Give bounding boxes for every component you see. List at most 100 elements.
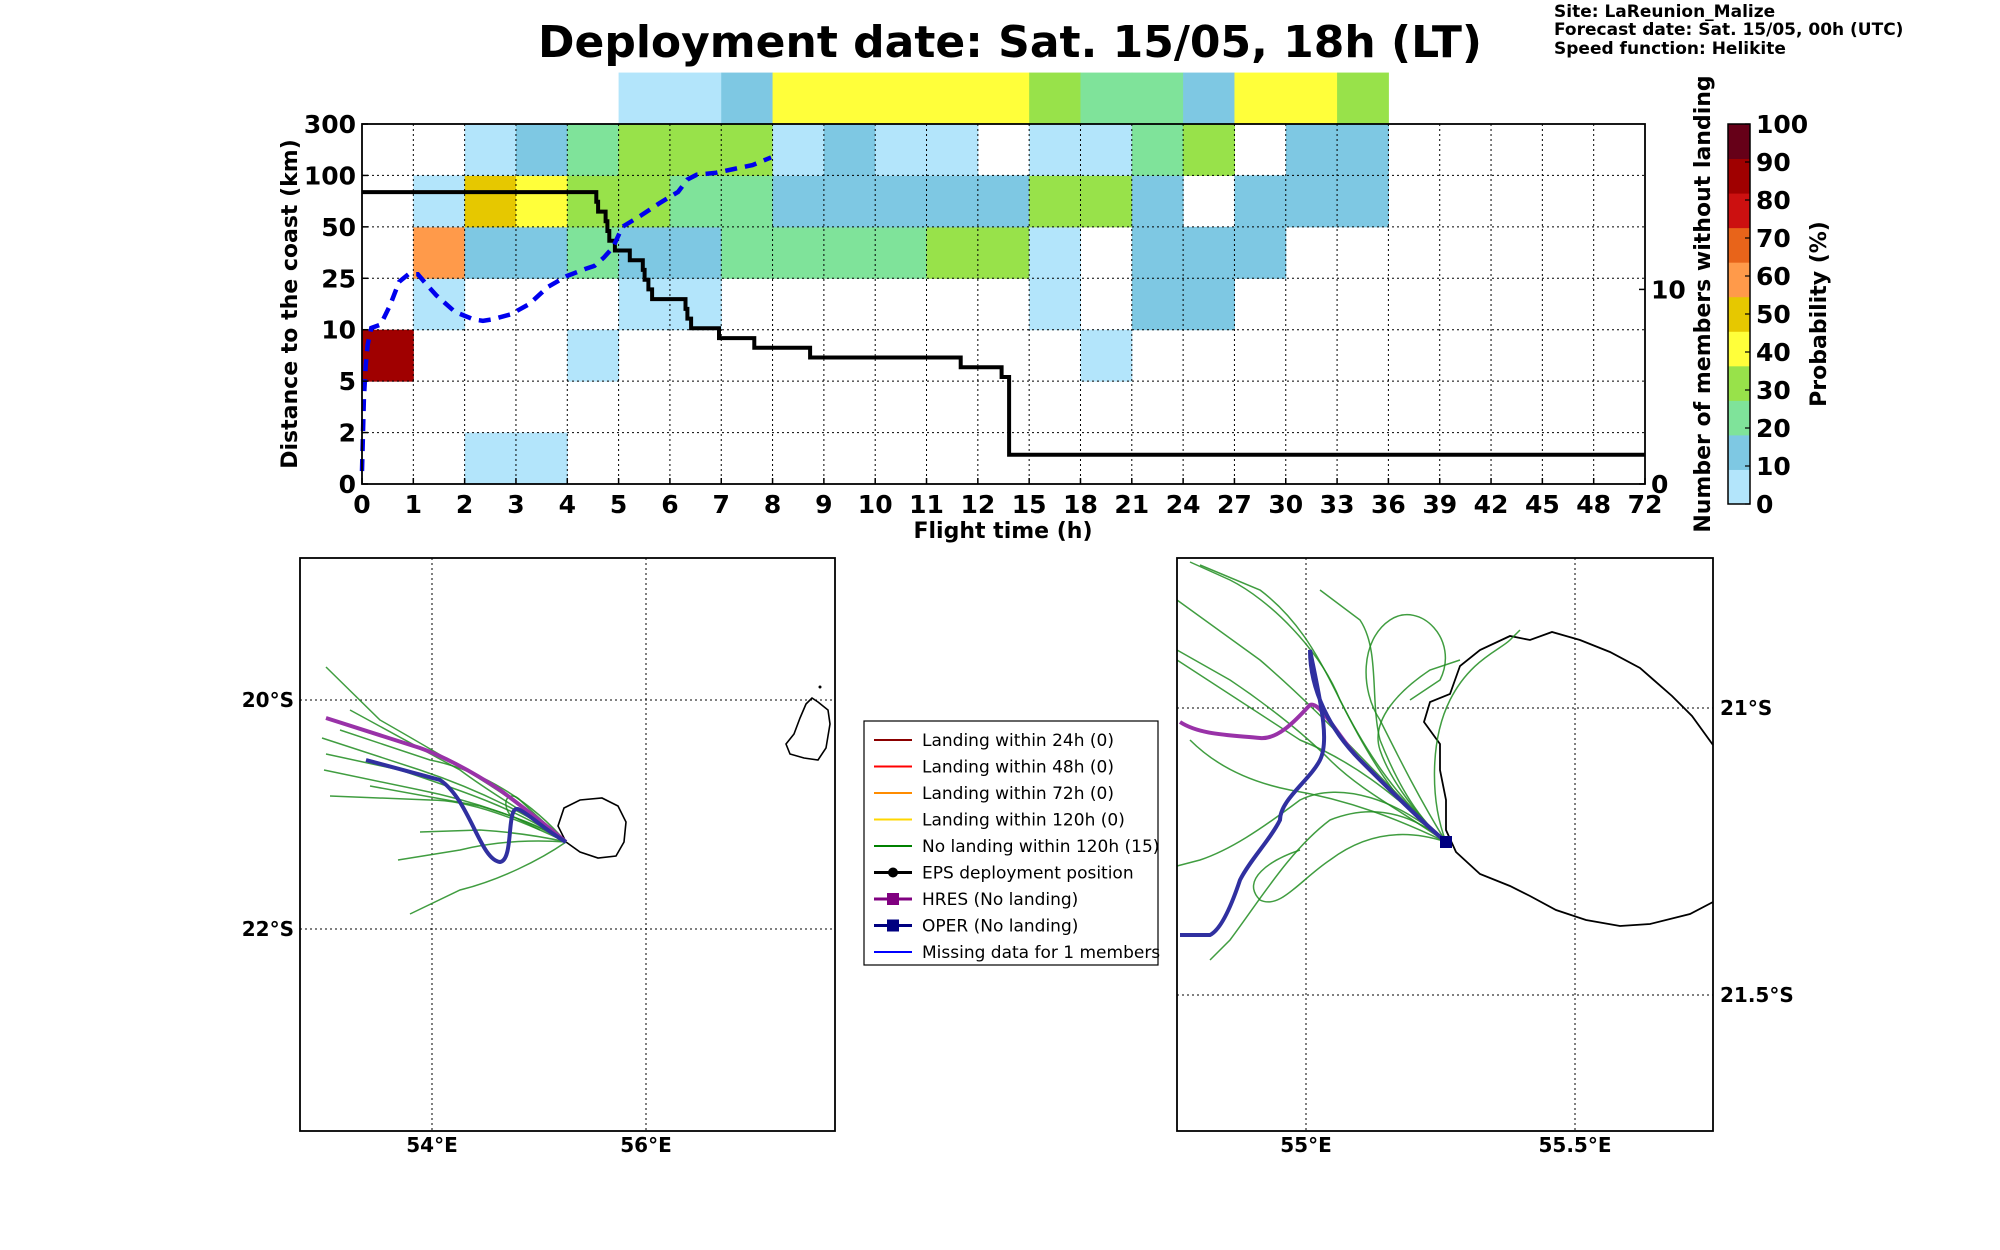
heatmap-cell — [669, 175, 722, 228]
colorbar-cell — [1728, 365, 1750, 401]
y-axis-label: Distance to the coast (km) — [278, 139, 303, 469]
heatmap-cell — [1131, 72, 1184, 125]
legend-items: Landing within 24h (0) Landing within 48h… — [874, 731, 1160, 963]
heatmap-cell — [875, 72, 928, 125]
map1-y-tick: 22°S — [242, 917, 294, 941]
mauritius-island-outline — [785, 696, 831, 761]
colorbar-cell — [1728, 434, 1750, 470]
map2-x-tick: 55°E — [1280, 1133, 1332, 1157]
x-tick-label: 3 — [507, 490, 524, 519]
legend-item: Landing within 120h (0) — [874, 811, 1125, 831]
speed-function-label: Speed function: Helikite — [1554, 39, 1786, 59]
map1-y-tick: 20°S — [242, 688, 294, 712]
legend-box — [863, 720, 1159, 966]
trajectory-line — [339, 729, 567, 843]
heatmap-cell — [1234, 226, 1287, 279]
colorbar-cell — [1728, 400, 1750, 436]
heatmap-cell — [977, 175, 1030, 228]
x-tick-label: 27 — [1217, 490, 1252, 519]
trajectory-line — [1176, 791, 1447, 867]
colorbar-tick-label: 60 — [1756, 262, 1791, 291]
heatmap-cell — [1337, 124, 1389, 176]
heatmap-cells — [362, 72, 1389, 485]
heatmap-cell — [823, 175, 876, 228]
colorbar-tick-label: 0 — [1756, 490, 1773, 519]
heatmap-cell — [1029, 72, 1081, 125]
x-tick-label: 45 — [1525, 490, 1560, 519]
colorbar-tick-label: 50 — [1756, 300, 1791, 329]
colorbar-cell — [1728, 296, 1750, 332]
heatmap-gridlines — [362, 124, 1645, 484]
map1-x-tick: 56°E — [620, 1133, 672, 1157]
y2-tick-label: 10 — [1651, 275, 1686, 304]
heatmap-y2-ticks: 0 10 — [1639, 275, 1686, 499]
heatmap-cell — [567, 175, 620, 228]
heatmap-cell — [1183, 124, 1235, 176]
x-tick-label: 24 — [1166, 490, 1201, 519]
heatmap-cell — [1131, 124, 1184, 176]
x-tick-label: 11 — [909, 490, 944, 519]
heatmap-cell — [669, 226, 722, 279]
heatmap-cell — [567, 124, 620, 176]
trajectory-line — [1377, 659, 1461, 843]
site-label: Site: LaReunion_Malize — [1554, 2, 1775, 22]
heatmap-cell — [1131, 278, 1184, 331]
heatmap-cell — [1080, 72, 1133, 125]
colorbar-tick-label: 80 — [1756, 186, 1791, 215]
heatmap-cell — [1337, 175, 1389, 228]
y2-axis-label: Number of members without landing — [1691, 75, 1716, 532]
y-tick-label: 10 — [321, 316, 356, 345]
colorbar-cell — [1728, 262, 1750, 298]
heatmap-cell — [515, 432, 568, 485]
x-tick-label: 72 — [1628, 490, 1663, 519]
heatmap-cell — [721, 175, 774, 228]
heatmap-cell — [1234, 175, 1287, 228]
heatmap-cell — [1183, 226, 1235, 279]
heatmap-cell — [618, 72, 671, 125]
legend-marker — [888, 867, 898, 878]
x-tick-label: 0 — [353, 490, 370, 519]
map1-background — [300, 558, 835, 1131]
x-tick-label: 15 — [1012, 490, 1047, 519]
legend-marker — [887, 893, 899, 905]
heatmap-cell — [1285, 124, 1338, 176]
map1-frame — [299, 557, 836, 1132]
x-tick-label: 42 — [1474, 490, 1509, 519]
trajectory-line — [1433, 629, 1521, 843]
y-tick-label: 0 — [339, 470, 356, 499]
colorbar-cell — [1728, 158, 1750, 194]
x-tick-label: 12 — [960, 490, 995, 519]
map2-y-tick: 21°S — [1720, 696, 1772, 720]
trajectory-line — [397, 840, 567, 861]
heatmap-x-ticks: 0 1 2 3 4 5 6 7 8 9 10 11 12 15 18 21 24 27 30 33 36 39 42 45 48… — [353, 478, 1662, 519]
heatmap-cell — [1131, 175, 1184, 228]
x-tick-label: 1 — [405, 490, 422, 519]
trajectory-line — [1365, 613, 1447, 843]
x-tick-label: 39 — [1422, 490, 1457, 519]
heatmap-cell — [464, 175, 517, 228]
legend-label: HRES (No landing) — [922, 890, 1078, 910]
heatmap-cell — [567, 329, 620, 382]
trajectory-line — [1189, 739, 1447, 843]
reunion-island-outline-zoomed — [1423, 631, 1714, 927]
colorbar-label: Probability (%) — [1807, 221, 1832, 407]
heatmap-cell — [875, 175, 928, 228]
legend-item: Missing data for 1 members — [874, 943, 1160, 963]
trajectory-line — [1176, 649, 1447, 843]
colorbar-ticks: 0 10 20 30 40 50 60 70 80 90 100 — [1745, 110, 1808, 519]
colorbar-cell — [1728, 331, 1750, 367]
oper-marker — [1440, 836, 1452, 848]
heatmap-cell — [1080, 329, 1133, 382]
hres-trajectory — [325, 716, 568, 844]
heatmap-cell — [1285, 72, 1338, 125]
heatmap-cell — [926, 226, 979, 279]
members-without-landing-line — [362, 190, 1645, 457]
legend-item: Landing within 24h (0) — [874, 731, 1114, 751]
heatmap-cell — [1029, 226, 1081, 279]
x-tick-label: 8 — [764, 490, 781, 519]
heatmap-cell — [772, 175, 825, 228]
colorbar: 0 10 20 30 40 50 60 70 80 90 100 Probability (%) — [1727, 110, 1832, 519]
oper-trajectory-zoomed — [1180, 649, 1448, 937]
legend-label: Missing data for 1 members — [922, 943, 1160, 963]
